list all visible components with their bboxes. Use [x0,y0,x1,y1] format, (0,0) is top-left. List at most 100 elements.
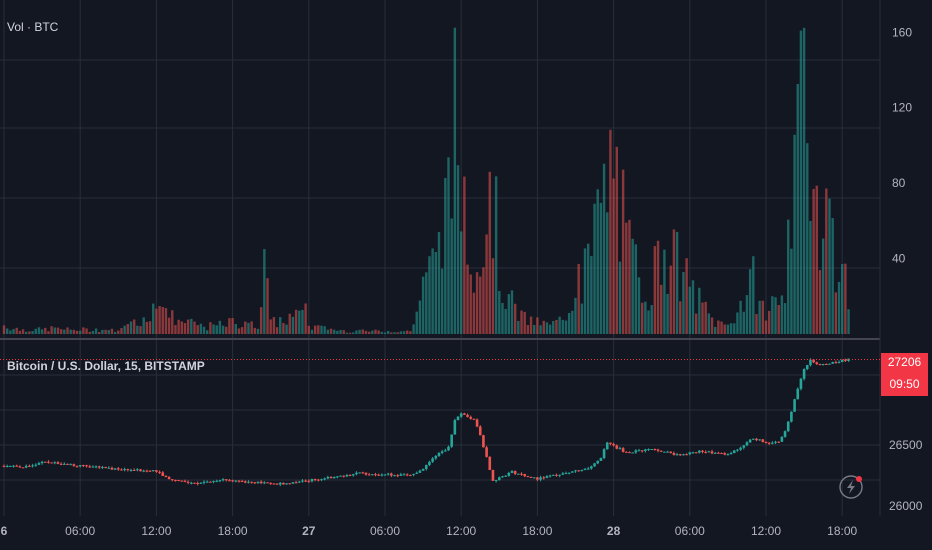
candle-body [504,475,507,477]
volume-bar [310,329,314,334]
price-axis[interactable]: 160 120 80 40 26500 26000 [889,25,923,513]
volume-bar [393,332,396,334]
candle-body [475,419,479,427]
volume-bar [501,302,504,334]
volume-axis-tick-label: 80 [892,176,906,190]
candle-body [532,477,536,479]
candle-body [498,477,501,481]
volume-bar [529,316,533,334]
volume-bar [513,303,517,334]
candle-body [88,466,92,468]
candle-body [675,454,679,456]
volume-bar [726,324,730,334]
candle-body [329,477,333,479]
candle-body [564,473,568,475]
volume-bar [701,302,704,334]
candle-body [85,465,88,467]
volume-bar [494,176,498,334]
candle-body [536,477,539,480]
candle-body [644,449,647,451]
volume-axis-tick-label: 40 [892,252,906,266]
volume-bar [583,248,587,334]
volume-bar [28,331,31,334]
symbol-legend: Bitcoin / U.S. Dollar, 15, BITSTAMP [7,359,205,373]
candle-body [132,469,136,471]
volume-bar [40,329,44,334]
candle-body [151,470,155,472]
candle-body [805,365,809,370]
volume-bar [421,276,425,334]
volume-bar [498,291,501,334]
time-axis[interactable]: 6 06:00 12:00 18:00 27 06:00 12:00 18:00 28 06:00… [1,524,858,538]
volume-bar [828,198,831,334]
candle-body [97,466,101,468]
lightning-bolt-icon[interactable] [839,475,863,499]
volume-bar [694,313,698,334]
volume-bar [412,324,415,334]
volume-bar [469,274,472,334]
volume-bar [821,238,825,334]
candle-body [618,448,622,450]
volume-bar [129,321,133,334]
time-axis-tick-label: 6 [1,524,8,538]
candle-body [837,361,841,363]
candle-body [355,472,358,475]
volume-bar [669,265,672,334]
volume-bar [193,321,196,334]
volume-bar [386,330,390,334]
volume-bar [688,286,691,334]
volume-bar [504,308,507,334]
candle-body [529,476,533,478]
candle-body [752,438,755,440]
volume-bar [59,329,63,334]
volume-bar [256,328,260,334]
volume-bar [647,310,650,334]
volume-bar [466,264,469,334]
volume-bar [831,218,834,334]
candle-body [310,479,314,482]
volume-bar [437,232,441,334]
candle-body [28,465,31,467]
candle-body [653,449,657,451]
candle-body [269,482,272,484]
candle-body [634,450,638,453]
candle-body [463,413,466,415]
volume-bar [323,326,326,334]
candle-body [75,465,79,467]
candle-body [380,474,384,476]
volume-bar [682,272,685,334]
volume-bar [237,328,241,334]
candle-body [723,453,727,455]
candle-body [120,469,123,471]
candle-body [377,474,380,476]
candle-body [434,455,438,459]
volume-bar [698,287,701,334]
candle-body [374,474,377,476]
volume-bar [640,302,644,334]
volume-bar [815,185,818,334]
volume-bar [18,330,22,334]
volume-bar [561,319,564,334]
volume-bar [120,328,123,334]
volume-bar [841,264,844,334]
candle-body [710,451,714,454]
volume-bar [533,324,536,334]
candle-body [2,465,6,467]
volume-bar [799,30,803,335]
volume-bar [329,328,333,334]
candle-body [202,481,206,483]
volume-bar [72,329,76,334]
volume-bar [294,309,298,334]
time-axis-tick-label: 06:00 [675,524,705,538]
volume-bar [555,319,558,334]
volume-bar [440,268,444,334]
volume-bar [596,189,599,334]
volume-bar [615,146,618,334]
candle-body [485,447,488,457]
volume-bar [348,332,352,334]
volume-bar [152,303,155,334]
candle-body [615,445,619,449]
volume-bar [685,258,688,334]
volume-bar [650,305,653,334]
